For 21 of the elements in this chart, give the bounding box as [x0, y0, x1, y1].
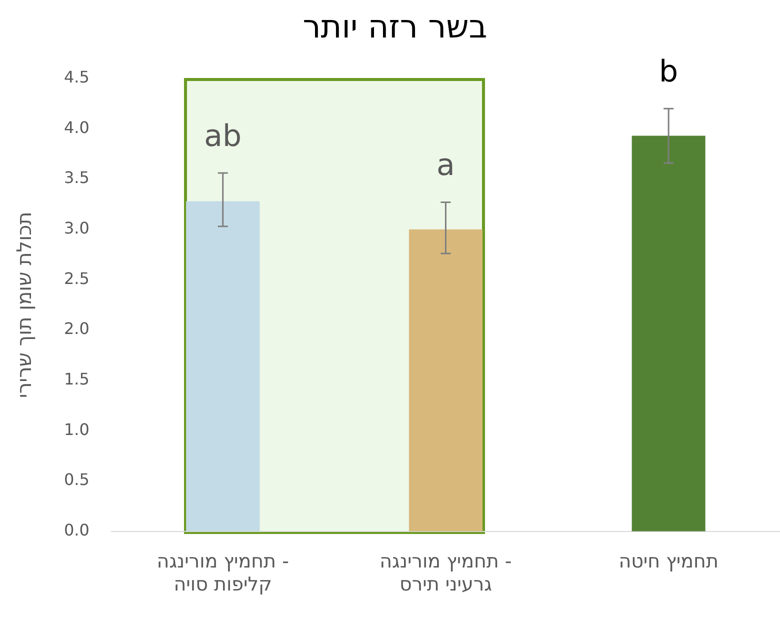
- x-tick-label: תחמיץ חיטה: [618, 550, 718, 573]
- y-tick-label: 4.0: [64, 118, 90, 137]
- annotation: b: [659, 54, 678, 90]
- y-tick-label: 1.5: [64, 370, 90, 389]
- bar: [632, 136, 706, 532]
- chart-title: בשר רזה יותר: [302, 8, 488, 46]
- x-tick-label: תחמיץ מורינגה - קליפות סויה: [156, 550, 289, 596]
- y-tick-label: 2.5: [64, 268, 90, 288]
- x-tick-label: תחמיץ מורינגה - גרעיני תירס: [380, 550, 512, 596]
- annotation: ab: [204, 118, 242, 154]
- y-tick-label: 3.5: [64, 168, 90, 188]
- y-tick-label: 2.0: [64, 319, 90, 338]
- y-tick-label: 3.0: [64, 218, 90, 238]
- annotation: a: [436, 148, 455, 184]
- bar: [408, 229, 482, 532]
- y-tick-label: 1.0: [64, 420, 90, 439]
- y-tick-label: 0.5: [64, 470, 90, 490]
- y-axis-title: תכולת שומן תוך שרירי: [12, 212, 36, 398]
- y-tick-label: 4.5: [64, 68, 90, 87]
- y-tick-label: 0.0: [64, 520, 90, 540]
- bar: [186, 201, 260, 532]
